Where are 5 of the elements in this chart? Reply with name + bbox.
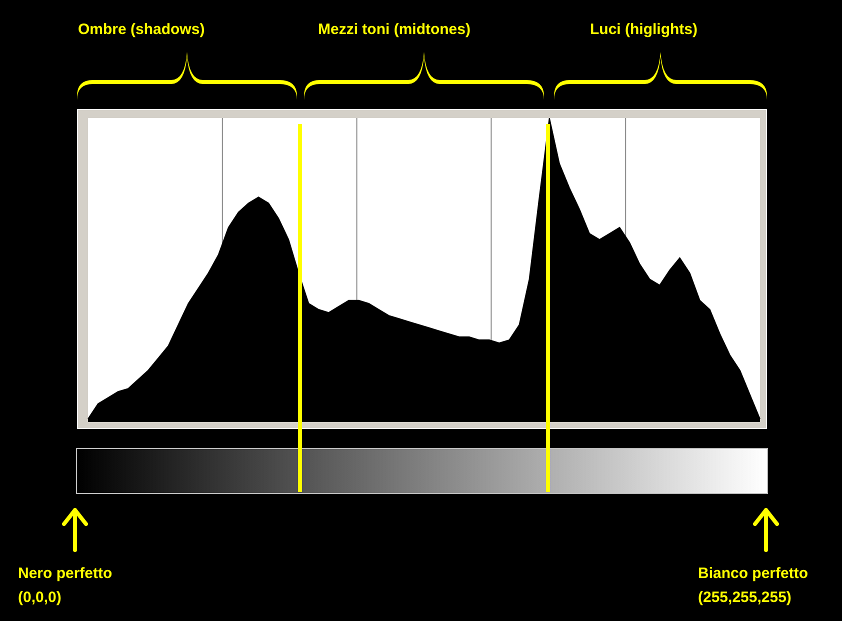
text: Mezzi toni (midtones) [318, 20, 472, 40]
text: Nero perfetto (0,0,0) [18, 564, 114, 608]
text: Ombre (shadows) [78, 20, 206, 40]
text: Bianco perfetto (255,255,255) [698, 564, 810, 608]
text: Luci (higlights) [590, 20, 698, 40]
